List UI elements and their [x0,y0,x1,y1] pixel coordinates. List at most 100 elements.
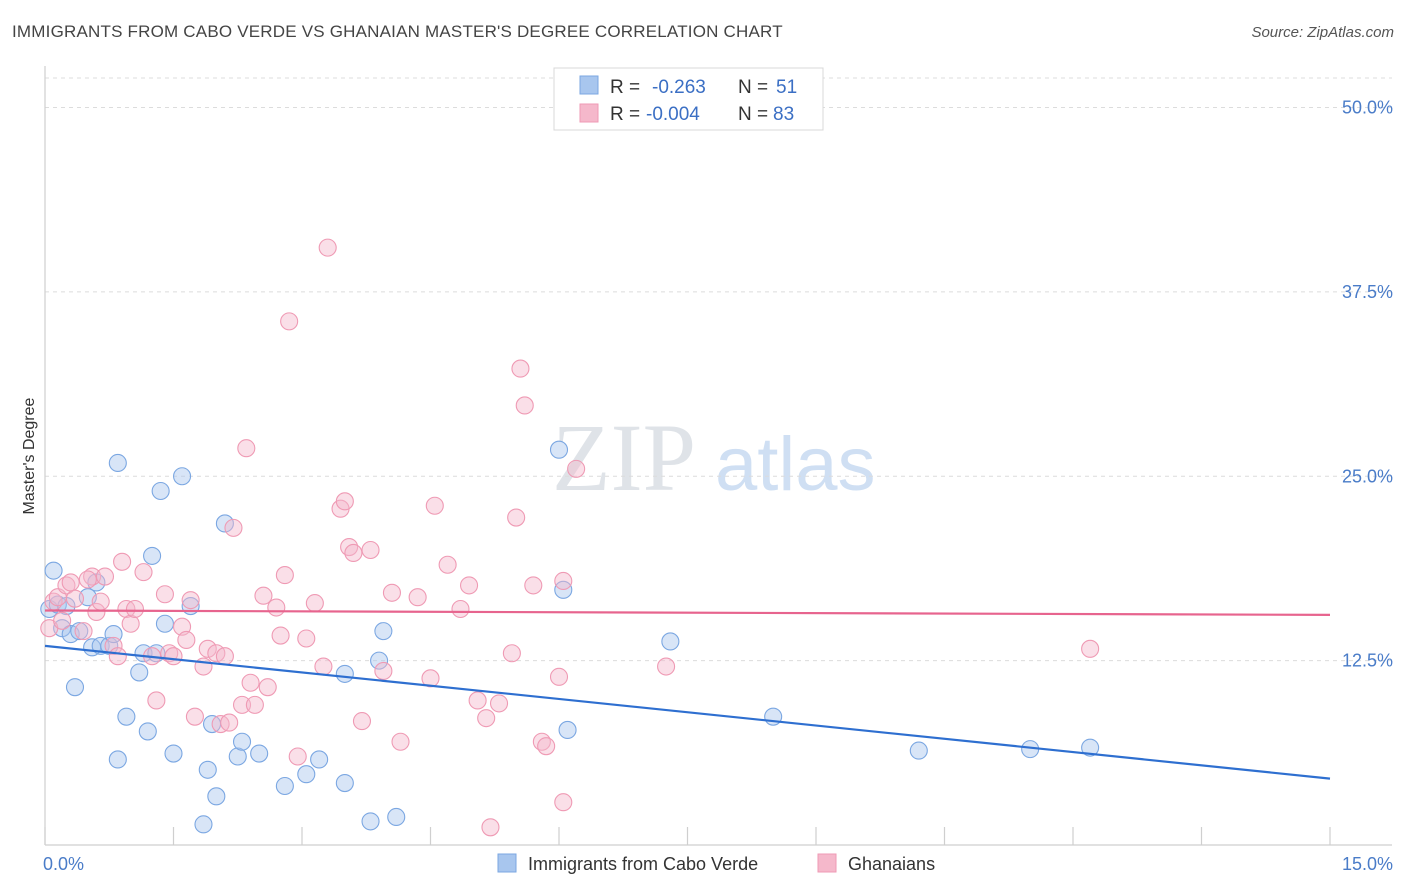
source-label: Source: ZipAtlas.com [1251,24,1394,41]
bottom-legend-label-cabo-verde: Immigrants from Cabo Verde [528,854,758,874]
bottom-legend-label-ghanaians: Ghanaians [848,854,935,874]
ghanaians-point-57 [382,583,402,602]
ghanaians-point-32 [215,647,234,666]
ghanaians-point-46 [297,629,316,648]
ghanaians-point-43 [275,566,294,585]
ghanaians-point-21 [155,585,174,604]
y-tick-label-0: 12.5% [1342,651,1393,671]
cabo-verde-point-38 [335,773,354,793]
ghanaians-point-51 [335,492,354,511]
ghanaians-point-7 [74,622,93,641]
trend-lines [44,609,1331,780]
legend-swatch-ghanaians [579,103,599,123]
ghanaians-point-78 [567,459,586,478]
series-legend: Immigrants from Cabo Verde Ghanaians [497,853,935,874]
cabo-verde-point-49 [909,741,928,760]
ghanaians-point-59 [408,588,427,607]
cabo-verde-point-17 [130,663,149,682]
ghanaians-point-3 [53,611,72,630]
cabo-verde-point-7 [70,622,89,641]
cabo-verde-point-33 [232,732,252,751]
ghanaians-point-79 [554,793,573,812]
cabo-verde-point-16 [117,707,136,726]
ghanaians-point-9 [87,602,106,622]
y-tick-label-1: 25.0% [1342,466,1393,486]
cabo-verde-point-35 [275,776,294,796]
cabo-verde-point-46 [558,720,577,740]
ghanaians-point-54 [352,712,372,731]
ghanaians-point-33 [220,713,239,732]
ghanaians-point-20 [147,691,166,710]
x-tick-label-1: 15.0% [1342,854,1393,874]
ghanaians-point-81 [1081,639,1100,658]
watermark: ZIP atlas [552,404,876,511]
ghanaians-point-35 [232,695,252,714]
legend-n-value-1: 51 [776,77,797,98]
cabo-verde-point-1 [44,561,63,580]
ghanaians-point-56 [374,661,393,681]
ghanaians-point-40 [258,678,277,697]
ghanaians-point-61 [425,496,444,515]
ghanaians-point-12 [104,636,123,655]
chart-title: IMMIGRANTS FROM CABO VERDE VS GHANAIAN M… [12,22,783,41]
legend-n-label-2: N = [738,104,768,125]
ghanaians-point-14 [113,552,132,571]
bottom-legend-swatch-cabo-verde [497,853,517,873]
legend-r-value-1: -0.263 [652,77,706,98]
ghanaians-point-25 [177,630,196,650]
watermark-zip: ZIP [552,404,696,511]
legend-n-label-1: N = [738,77,768,98]
ghanaians-point-11 [95,567,115,586]
ghanaians-point-58 [391,732,410,751]
axes [44,66,1392,846]
y-tick-label-2: 37.5% [1342,282,1393,302]
cabo-verde-point-36 [297,765,316,784]
cabo-verde-point-34 [250,744,269,763]
ghanaians-point-27 [185,707,204,726]
ghanaians-point-13 [108,647,127,666]
ghanaians-point-73 [524,576,543,595]
ghanaians-point-39 [254,586,273,605]
cabo-verde-point-42 [374,622,393,641]
ghanaians-point-49 [318,238,337,257]
legend-r-value-2: -0.004 [646,104,700,125]
ghanaians-point-77 [554,571,573,591]
ghanaians-point-26 [181,591,200,610]
ghanaians-point-18 [134,563,153,582]
cabo-verde-point-44 [549,440,569,459]
ghanaians-point-36 [237,439,256,458]
ghanaians-point-23 [164,647,183,666]
legend-swatch-cabo-verde [579,75,599,95]
ghanaians-point-80 [657,657,676,676]
ghanaians-point-55 [361,540,380,560]
cabo-verde-point-6 [65,678,85,697]
ghanaians-point-10 [91,592,110,611]
legend-n-value-2: 83 [773,104,794,125]
ghanaians-point-65 [468,691,487,710]
ghanaians-point-70 [507,508,526,527]
ghanaians-point-71 [511,359,530,378]
ghanaians-point-53 [344,543,363,563]
cabo-verde-point-19 [138,722,157,741]
cabo-verde-point-47 [661,632,680,651]
ghanaians-point-64 [459,576,479,595]
ghanaians-point-75 [537,737,556,756]
ghanaians-point-41 [267,598,286,617]
x-tick-label-0: 0.0% [43,854,84,874]
cabo-verde-point-15 [108,453,127,473]
cabo-verde-point-20 [143,546,162,565]
cabo-verde-point-41 [370,651,389,670]
ghanaians-point-47 [305,594,324,613]
cabo-verde-point-39 [335,664,354,683]
ghanaians-point-44 [280,312,299,331]
correlation-legend: R = -0.263 N = 51 R = -0.004 N = 83 [553,67,824,131]
cabo-verde-point-23 [155,614,174,633]
cabo-verde-point-32 [228,747,247,766]
legend-r-label-2: R = [610,104,640,125]
y-tick-label-3: 50.0% [1342,98,1393,118]
y-axis-label: Master's Degree [21,397,38,514]
cabo-verde-point-51 [1081,738,1100,757]
ghanaians-point-63 [451,599,470,619]
ghanaians-point-5 [61,573,80,592]
